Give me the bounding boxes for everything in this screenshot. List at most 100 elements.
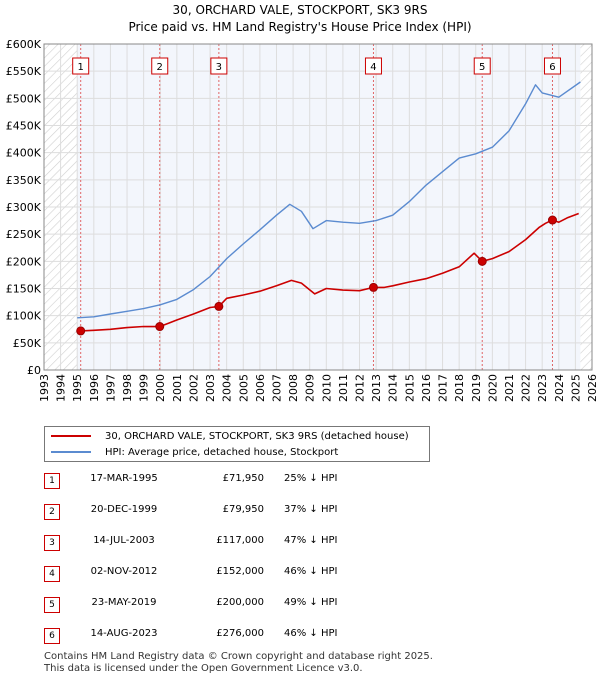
- hpi-line: [77, 81, 581, 319]
- x-tick-label: 2010: [320, 374, 333, 402]
- sale-point: [155, 322, 165, 332]
- x-tick-label: 2013: [370, 374, 383, 402]
- x-tick-label: 2023: [536, 374, 549, 402]
- x-tick-label: 2018: [453, 374, 466, 402]
- sale-hpi-diff: 49% ↓ HPI: [284, 597, 338, 608]
- sale-label-number: 6: [549, 62, 555, 73]
- sale-number: 2: [44, 504, 60, 520]
- legend-swatch-property: [51, 435, 91, 437]
- x-tick-label: 2012: [354, 374, 367, 402]
- x-tick-label: 2003: [204, 374, 217, 402]
- sale-row: 1 17-MAR-1995 £71,950 25% ↓ HPI: [44, 470, 404, 501]
- y-tick-label: £400K: [6, 147, 42, 160]
- y-tick-label: £350K: [6, 174, 42, 187]
- sale-hpi-diff: 46% ↓ HPI: [284, 566, 338, 577]
- x-tick-label: 2005: [237, 374, 250, 402]
- y-tick-label: £600K: [6, 38, 42, 51]
- legend-item-hpi: HPI: Average price, detached house, Stoc…: [51, 444, 338, 460]
- sale-number: 4: [44, 566, 60, 582]
- sale-price: £71,950: [222, 473, 264, 484]
- sale-point: [368, 282, 378, 292]
- x-tick-label: 2022: [520, 374, 533, 402]
- y-tick-label: £500K: [6, 92, 42, 105]
- x-tick-label: 2004: [221, 374, 234, 402]
- legend-label-property: 30, ORCHARD VALE, STOCKPORT, SK3 9RS (de…: [105, 430, 409, 442]
- x-tick-label: 1998: [121, 374, 134, 402]
- legend-item-property: 30, ORCHARD VALE, STOCKPORT, SK3 9RS (de…: [51, 428, 409, 444]
- y-tick-label: £100K: [6, 310, 42, 323]
- y-tick-label: £200K: [6, 255, 42, 268]
- x-tick-label: 2021: [503, 374, 516, 402]
- sale-date: 17-MAR-1995: [90, 473, 158, 484]
- x-tick-label: 2024: [553, 374, 566, 402]
- x-tick-label: 1995: [71, 374, 84, 402]
- sale-row: 3 14-JUL-2003 £117,000 47% ↓ HPI: [44, 532, 404, 563]
- sale-hpi-diff: 37% ↓ HPI: [284, 504, 338, 515]
- sale-number: 6: [44, 628, 60, 644]
- x-tick-label: 2017: [437, 374, 450, 402]
- x-tick-label: 1993: [38, 374, 51, 402]
- footer-line-licence: This data is licensed under the Open Gov…: [44, 663, 363, 674]
- sale-label-number: 3: [216, 62, 222, 73]
- footer-attribution: Contains HM Land Registry data © Crown c…: [44, 651, 433, 675]
- legend-swatch-hpi: [51, 451, 91, 453]
- sale-price: £79,950: [222, 504, 264, 515]
- x-tick-label: 2026: [586, 374, 599, 402]
- sale-number: 5: [44, 597, 60, 613]
- sale-row: 4 02-NOV-2012 £152,000 46% ↓ HPI: [44, 563, 404, 594]
- sale-row: 5 23-MAY-2019 £200,000 49% ↓ HPI: [44, 594, 404, 625]
- y-tick-label: £550K: [6, 65, 42, 78]
- sale-point: [547, 215, 557, 225]
- sale-date: 23-MAY-2019: [91, 597, 157, 608]
- x-tick-label: 1999: [138, 374, 151, 402]
- sale-label-box: [543, 57, 561, 75]
- sale-price: £152,000: [216, 566, 264, 577]
- x-tick-label: 2011: [337, 374, 350, 402]
- price-chart: 30, ORCHARD VALE, STOCKPORT, SK3 9RS Pri…: [6, 3, 599, 402]
- chart-legend: 30, ORCHARD VALE, STOCKPORT, SK3 9RS (de…: [44, 426, 430, 462]
- x-tick-label: 2016: [420, 374, 433, 402]
- x-tick-label: 2025: [569, 374, 582, 402]
- sale-label-box: [210, 57, 228, 75]
- x-tick-label: 2014: [387, 374, 400, 402]
- x-tick-label: 2009: [304, 374, 317, 402]
- sale-date: 20-DEC-1999: [90, 504, 158, 515]
- x-tick-label: 2020: [486, 374, 499, 402]
- x-tick-label: 1997: [104, 374, 117, 402]
- sale-label-number: 2: [157, 62, 163, 73]
- sale-label-number: 1: [78, 62, 84, 73]
- sale-date: 14-JUL-2003: [93, 535, 155, 546]
- sales-table: 1 17-MAR-1995 £71,950 25% ↓ HPI 2 20-DEC…: [44, 470, 404, 656]
- chart-title: 30, ORCHARD VALE, STOCKPORT, SK3 9RS: [173, 3, 428, 17]
- sale-label-number: 5: [479, 62, 485, 73]
- sale-number: 3: [44, 535, 60, 551]
- sale-hpi-diff: 46% ↓ HPI: [284, 628, 338, 639]
- x-tick-label: 2008: [287, 374, 300, 402]
- sale-date: 02-NOV-2012: [90, 566, 158, 577]
- sale-label-box: [364, 57, 382, 75]
- x-tick-label: 2019: [470, 374, 483, 402]
- x-tick-label: 2002: [187, 374, 200, 402]
- sale-point: [477, 256, 487, 266]
- sale-label-box: [473, 57, 491, 75]
- sale-row: 2 20-DEC-1999 £79,950 37% ↓ HPI: [44, 501, 404, 532]
- sale-point: [214, 301, 224, 311]
- sale-hpi-diff: 47% ↓ HPI: [284, 535, 338, 546]
- sale-date: 14-AUG-2023: [90, 628, 158, 639]
- plot-frame: [43, 43, 593, 371]
- x-tick-label: 2006: [254, 374, 267, 402]
- sale-price: £117,000: [216, 535, 264, 546]
- x-tick-label: 1996: [88, 374, 101, 402]
- sale-label-box: [72, 57, 90, 75]
- sale-label-box: [151, 57, 169, 75]
- legend-label-hpi: HPI: Average price, detached house, Stoc…: [105, 446, 339, 458]
- y-tick-label: £450K: [6, 120, 42, 133]
- chart-subtitle: Price paid vs. HM Land Registry's House …: [128, 20, 471, 34]
- y-tick-label: £150K: [6, 283, 42, 296]
- property-price-line: [80, 212, 579, 332]
- x-tick-label: 1994: [55, 374, 68, 402]
- sale-point: [76, 326, 86, 336]
- sale-price: £276,000: [216, 628, 264, 639]
- y-tick-label: £300K: [6, 201, 42, 214]
- x-tick-label: 2001: [171, 374, 184, 402]
